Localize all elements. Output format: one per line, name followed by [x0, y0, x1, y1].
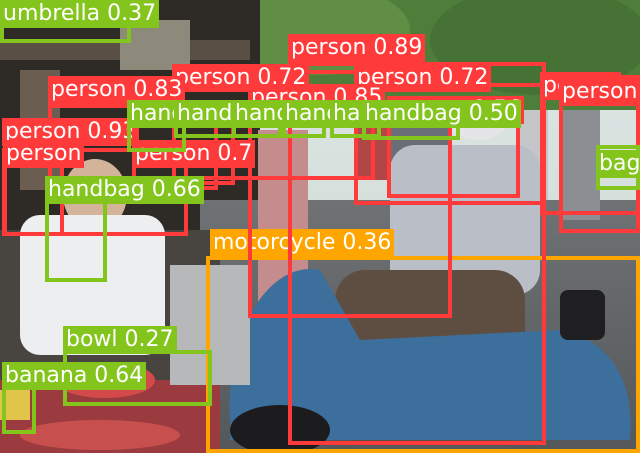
handbag-detection-label: bag [596, 150, 640, 178]
banana-detection-label: banana 0.64 [2, 362, 147, 390]
person-detection-label: person 0.89 [288, 34, 426, 62]
umbrella-detection-label: umbrella 0.37 [0, 0, 160, 28]
handbag-detection-box [45, 198, 107, 282]
handbag-detection-label: handbag 0.50 [362, 100, 521, 128]
vendor-shirt [20, 215, 165, 355]
banana-detection-box [2, 386, 36, 434]
person-detection-label: person [559, 78, 640, 106]
motorcycle-detection-label: motorcycle 0.36 [210, 229, 395, 257]
person-detection-label: person [3, 140, 85, 168]
person-detection-label: person 0.83 [48, 76, 186, 104]
bowl-detection-label: bowl 0.27 [63, 326, 177, 354]
motorcycle-body [229, 269, 631, 440]
handbag-detection-label: handbag 0.66 [45, 176, 204, 204]
person-detection-label: person 0.7 [132, 140, 256, 168]
